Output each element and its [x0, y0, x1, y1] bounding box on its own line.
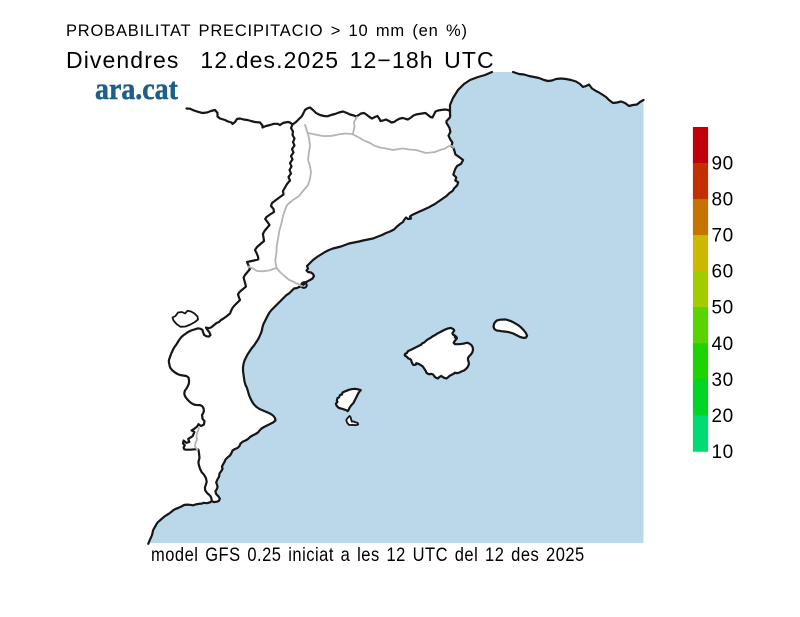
svg-text:10: 10 — [712, 442, 734, 463]
svg-text:50: 50 — [712, 298, 734, 319]
svg-text:40: 40 — [712, 334, 734, 355]
svg-text:70: 70 — [712, 226, 734, 247]
svg-text:60: 60 — [712, 262, 734, 283]
svg-text:90: 90 — [712, 154, 734, 175]
svg-text:80: 80 — [712, 190, 734, 211]
svg-text:30: 30 — [712, 370, 734, 391]
svg-text:20: 20 — [712, 406, 734, 427]
